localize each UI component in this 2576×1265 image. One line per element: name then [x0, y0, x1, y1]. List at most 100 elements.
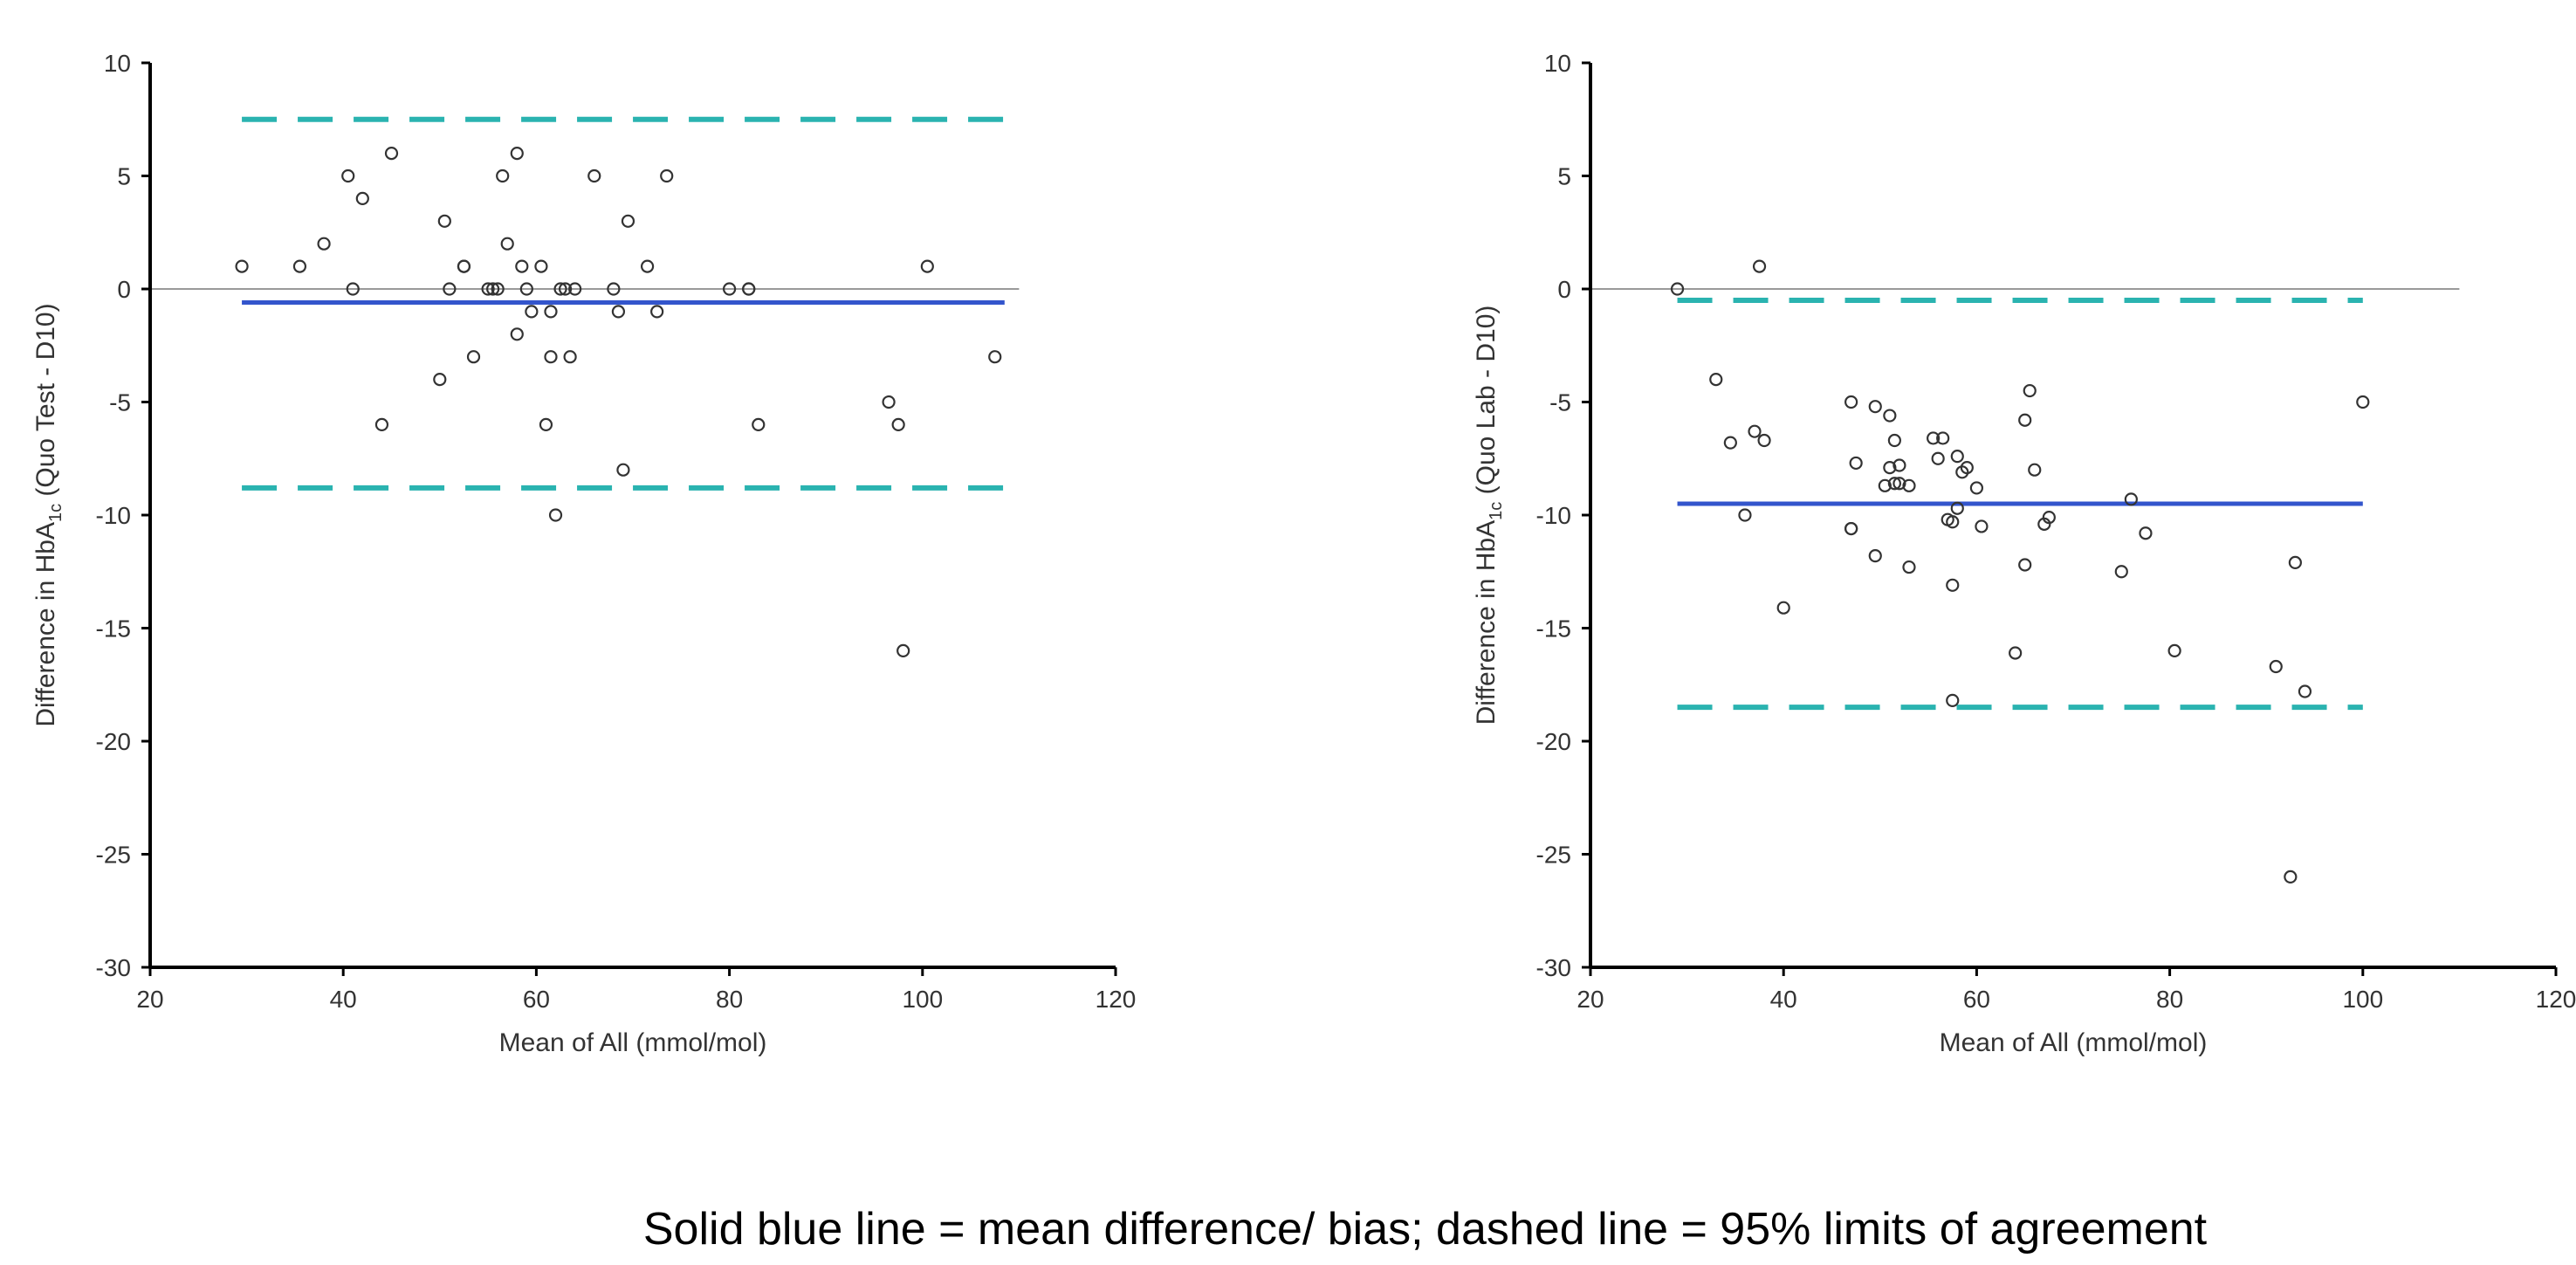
data-point	[896, 643, 910, 658]
data-point	[486, 282, 500, 296]
data-point	[1738, 508, 1752, 522]
data-point	[1893, 477, 1906, 491]
data-point	[519, 282, 533, 296]
x-axis-label: Mean of All (mmol/mol)	[499, 1028, 767, 1057]
y-axis-label: Difference in HbA1c (Quo Lab - D10)	[1472, 306, 1506, 725]
data-point	[882, 395, 896, 409]
data-point	[384, 147, 399, 161]
data-point	[660, 168, 674, 183]
figure-caption: Solid blue line = mean difference/ bias;…	[642, 1204, 2208, 1255]
data-point	[1868, 400, 1882, 414]
x-tick-label: 80	[716, 986, 743, 1013]
data-point	[1709, 373, 1723, 387]
y-tick-label: 10	[104, 50, 131, 77]
data-point	[558, 282, 573, 296]
data-point	[466, 350, 481, 364]
data-point	[1752, 259, 1767, 273]
data-point	[553, 282, 567, 296]
data-point	[1776, 601, 1790, 615]
data-point	[1723, 436, 1737, 450]
data-point	[1950, 501, 1964, 515]
data-point	[341, 168, 355, 183]
data-point	[611, 305, 626, 319]
data-point	[1844, 395, 1858, 409]
x-tick-label: 100	[902, 986, 943, 1013]
data-point	[544, 305, 558, 319]
data-point	[640, 259, 655, 273]
data-point	[650, 305, 664, 319]
data-point	[500, 237, 514, 251]
data-point	[988, 350, 1002, 364]
data-point	[1883, 409, 1897, 423]
x-tick-label: 100	[2342, 986, 2383, 1013]
data-point	[548, 508, 563, 522]
data-point	[742, 282, 756, 296]
data-point	[1946, 578, 1960, 592]
y-tick-label: -30	[1536, 954, 1571, 981]
x-tick-label: 80	[2156, 986, 2183, 1013]
data-point	[616, 463, 630, 477]
x-tick-label: 40	[330, 986, 357, 1013]
y-axis-label: Difference in HbA1c (Quo Test - D10)	[31, 303, 65, 726]
data-point	[1887, 477, 1901, 491]
data-point	[1878, 478, 1892, 492]
data-point	[2124, 492, 2138, 506]
data-point	[355, 191, 369, 205]
data-point	[433, 373, 447, 387]
data-point	[346, 282, 360, 296]
data-point	[2167, 643, 2181, 658]
data-point	[2298, 684, 2312, 698]
data-point	[525, 305, 539, 319]
y-tick-label: -20	[1536, 728, 1571, 755]
data-point	[235, 259, 249, 273]
data-point	[1902, 560, 1916, 574]
y-tick-label: 0	[1557, 276, 1571, 303]
data-point	[920, 259, 934, 273]
data-point	[2139, 526, 2153, 540]
data-point	[1927, 431, 1941, 445]
data-point	[1883, 461, 1897, 475]
y-tick-label: 5	[1557, 163, 1571, 190]
data-point	[568, 282, 582, 296]
y-tick-label: -25	[96, 842, 131, 869]
data-point	[1748, 424, 1762, 438]
right-bland-altman-plot: -30 -25 -20 -15 -10 -5 0 5 10 20 40 60 80 100 120 Mean …	[1472, 50, 2576, 1057]
data-point	[481, 282, 495, 296]
data-point	[1868, 549, 1882, 563]
data-point	[2042, 510, 2056, 525]
data-point	[2023, 383, 2037, 398]
data-point	[1950, 450, 1964, 464]
x-tick-label: 20	[1577, 986, 1604, 1013]
data-point	[515, 259, 529, 273]
data-point	[317, 237, 331, 251]
data-point	[443, 282, 457, 296]
data-point	[534, 259, 548, 273]
data-point	[292, 259, 307, 273]
data-point	[539, 417, 553, 431]
data-point	[437, 214, 451, 228]
y-tick-label: -10	[1536, 502, 1571, 529]
data-point	[1975, 519, 1989, 533]
y-tick-label: -25	[1536, 842, 1571, 869]
x-tick-label: 40	[1770, 986, 1797, 1013]
y-tick-label: -20	[96, 728, 131, 755]
y-tick-label: -5	[1549, 389, 1571, 416]
data-point	[891, 417, 905, 431]
data-point	[1931, 451, 1945, 465]
y-tick-label: 10	[1544, 50, 1571, 77]
y-tick-label: 5	[117, 163, 131, 190]
data-point	[2356, 395, 2370, 409]
data-point	[491, 282, 505, 296]
x-tick-label: 60	[523, 986, 550, 1013]
data-point	[496, 168, 510, 183]
data-point	[2284, 870, 2298, 884]
data-point	[510, 147, 524, 161]
data-point	[607, 282, 621, 296]
data-point	[1887, 433, 1901, 448]
data-point	[1946, 515, 1960, 529]
data-point	[1960, 461, 1974, 475]
data-point	[621, 214, 635, 228]
data-point	[1844, 521, 1858, 536]
data-point	[1969, 481, 1983, 495]
y-tick-label: -10	[96, 502, 131, 529]
